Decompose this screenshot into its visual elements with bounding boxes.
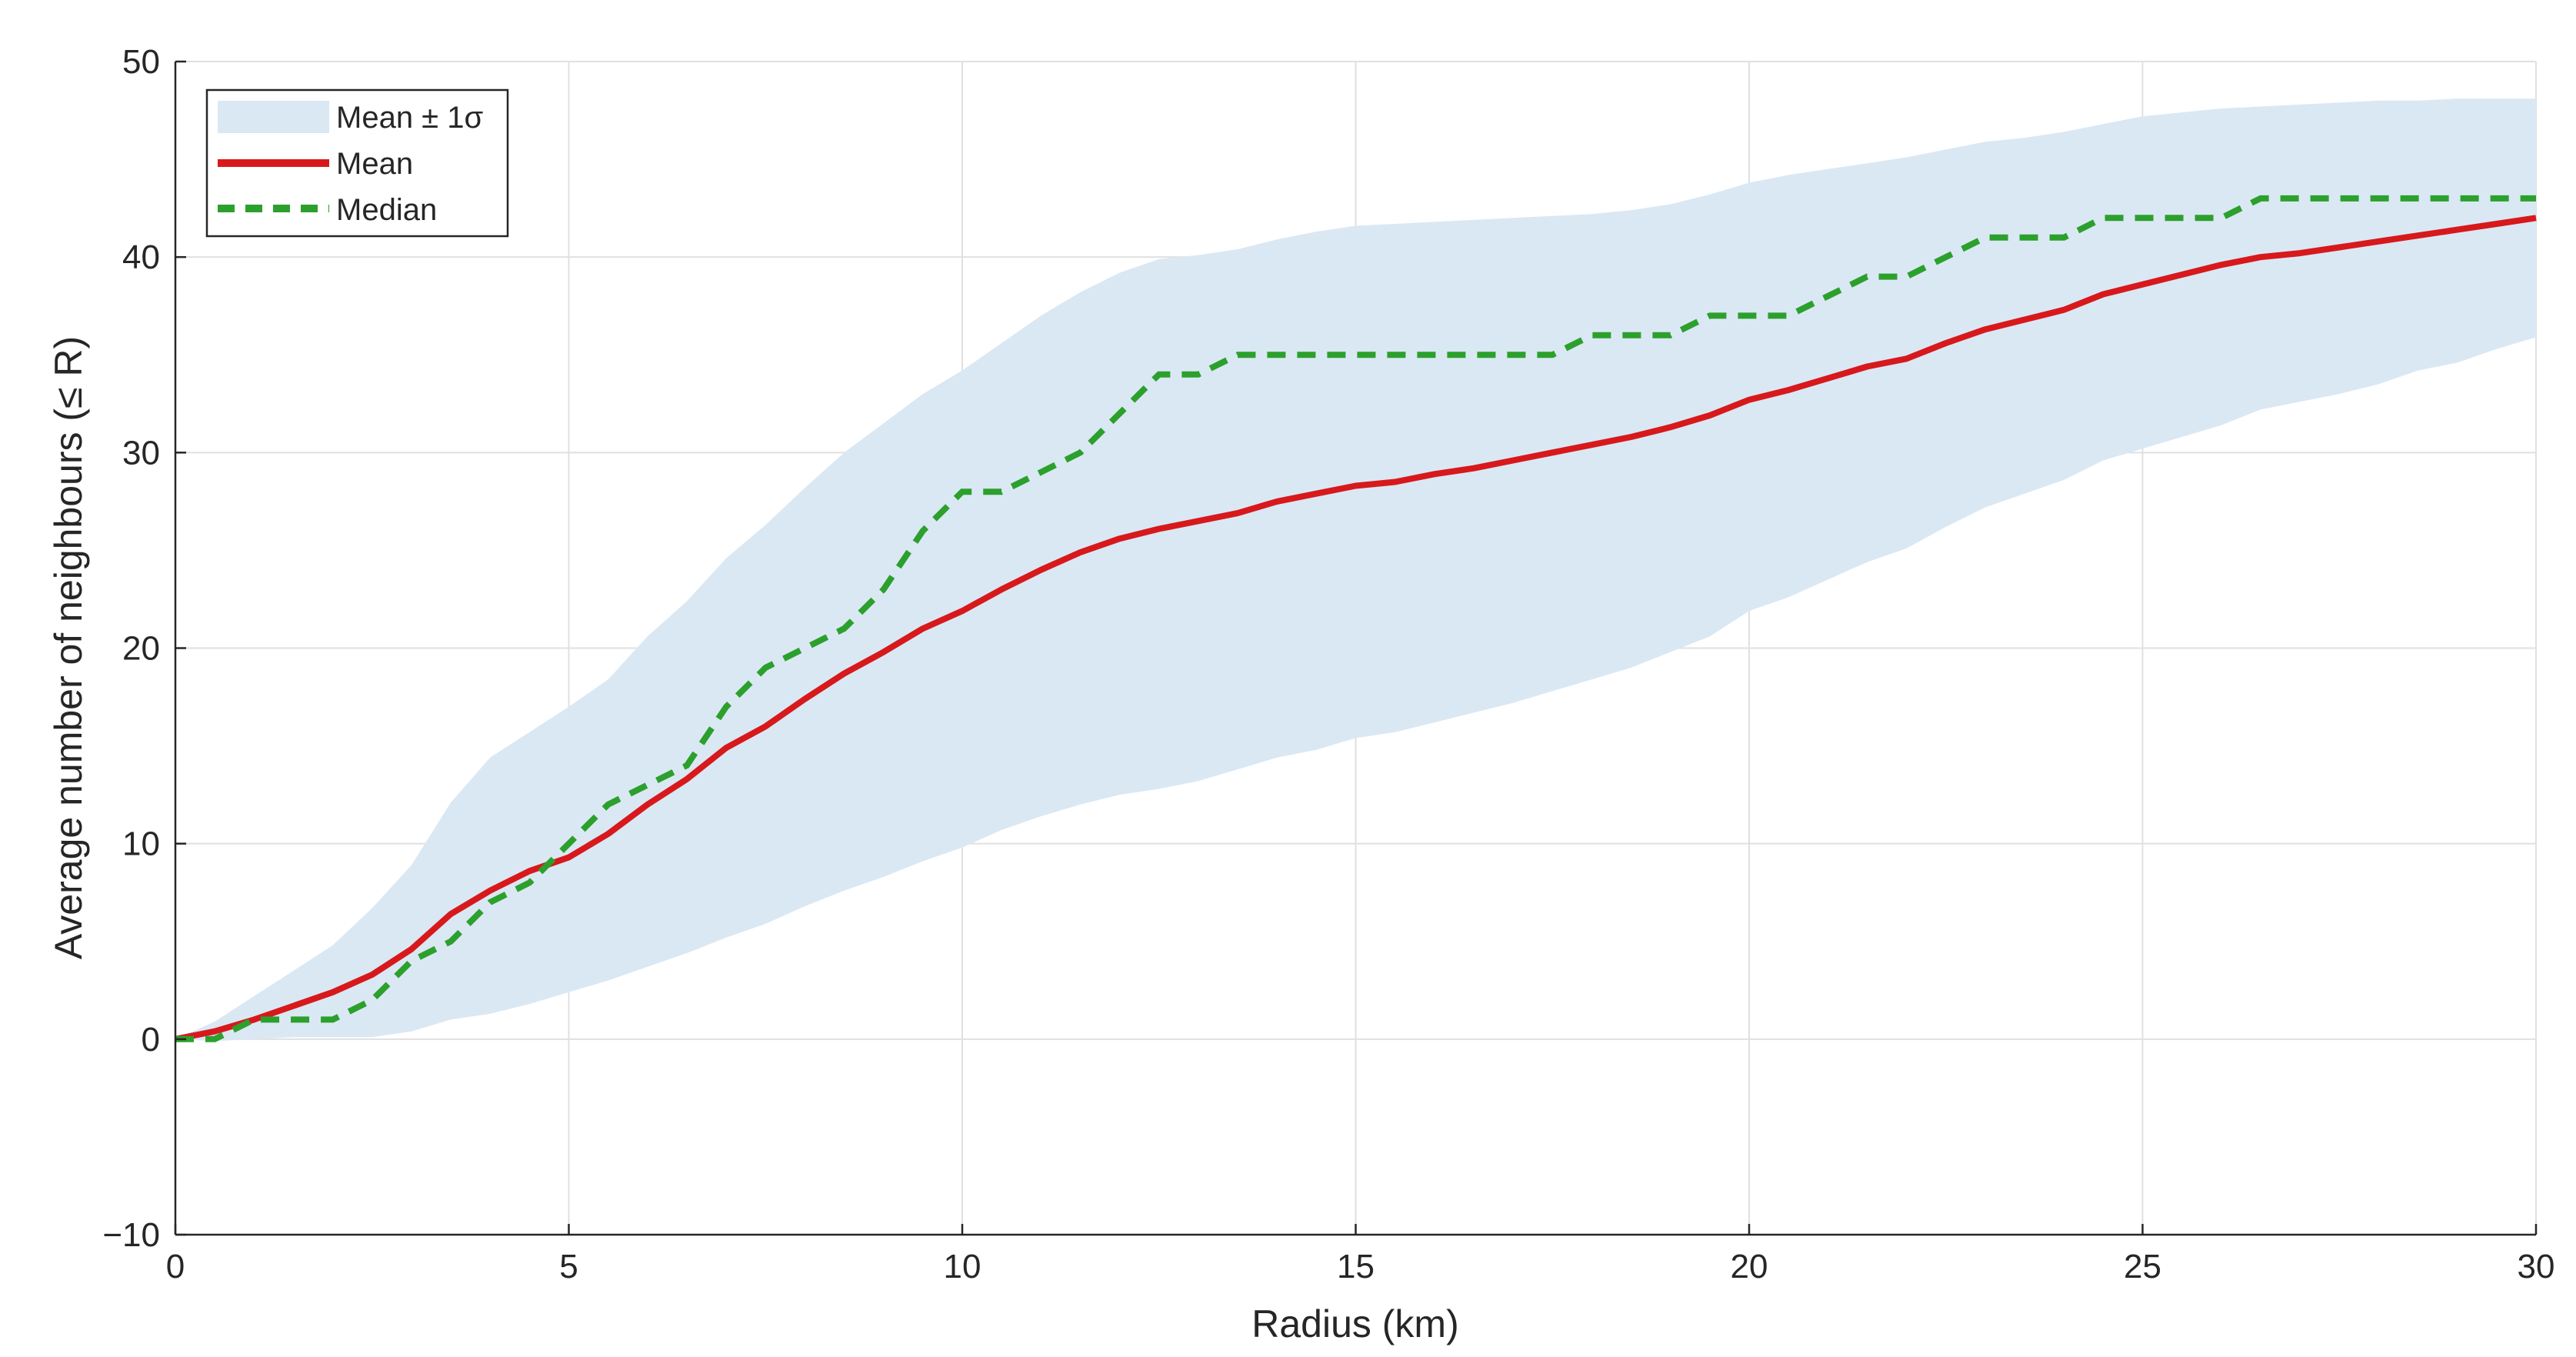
x-tick-label: 5 xyxy=(559,1248,578,1285)
x-tick-label: 10 xyxy=(944,1248,981,1285)
y-tick-label: 10 xyxy=(122,825,160,863)
series-median-line xyxy=(175,195,2536,1042)
legend-label-mean: Mean xyxy=(336,147,413,181)
band-layer xyxy=(175,98,2536,1042)
legend: Mean ± 1σ Mean Median xyxy=(205,88,509,238)
x-tick-label: 25 xyxy=(2124,1248,2161,1285)
x-tick-label: 20 xyxy=(1731,1248,1768,1285)
legend-label-median: Median xyxy=(336,193,437,227)
line-layer xyxy=(175,195,2537,1042)
legend-band-swatch xyxy=(218,101,329,133)
y-tick-label: 20 xyxy=(122,630,160,668)
band-mean-pm-1sigma xyxy=(175,98,2536,1042)
x-axis-label: Radius (km) xyxy=(1251,1302,1458,1345)
y-axis-label: Average number of neighbours (≤ R) xyxy=(47,336,90,959)
x-tick-label: 30 xyxy=(2518,1248,2555,1285)
y-tick-label: 40 xyxy=(122,238,160,276)
x-tick-label: 15 xyxy=(1337,1248,1375,1285)
series-mean-line xyxy=(175,215,2537,1042)
y-tick-label: 30 xyxy=(122,434,160,472)
legend-label-band: Mean ± 1σ xyxy=(336,101,483,135)
x-tick-label: 0 xyxy=(166,1248,185,1285)
y-tick-label: 0 xyxy=(142,1021,160,1059)
y-tick-label: 50 xyxy=(122,43,160,81)
y-tick-label: −10 xyxy=(102,1216,160,1254)
axes xyxy=(174,60,2538,1236)
